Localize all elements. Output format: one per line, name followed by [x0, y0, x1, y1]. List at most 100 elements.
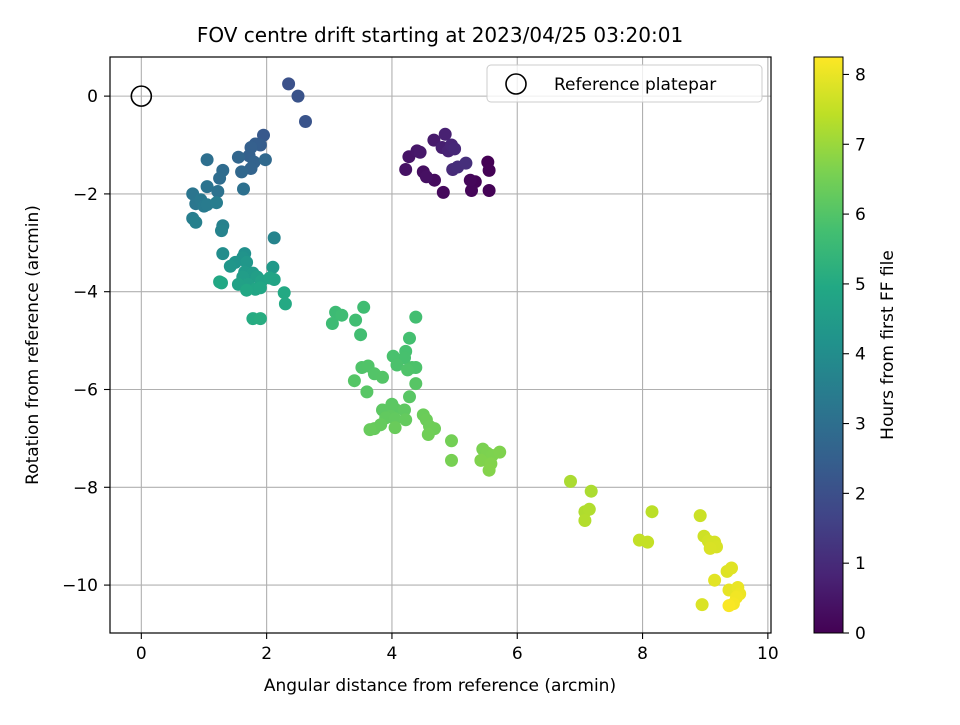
data-point [267, 273, 281, 286]
colorbar-ticks: 0 1 2 3 4 5 6 7 8 [843, 65, 866, 644]
data-point [363, 423, 377, 437]
data-point [459, 156, 473, 170]
data-point [223, 259, 237, 273]
data-point [390, 358, 404, 372]
data-point [278, 297, 292, 311]
data-point [388, 421, 402, 435]
plot-frame [109, 56, 772, 634]
data-point [465, 184, 478, 197]
colorbar-tick-label: 2 [855, 484, 866, 504]
colorbar: 0 1 2 3 4 5 6 7 8 Hours from first FF file [813, 56, 898, 644]
x-tick-label: 2 [261, 644, 272, 664]
x-tick-label: 0 [136, 644, 147, 664]
x-axis-label: Angular distance from reference (arcmin) [264, 676, 616, 696]
data-point [282, 77, 296, 91]
colorbar-label: Hours from first FF file [878, 250, 898, 440]
x-tick-label: 4 [387, 644, 398, 664]
chart-title: FOV centre drift starting at 2023/04/25 … [197, 23, 683, 47]
colorbar-tick-label: 4 [855, 345, 866, 365]
colorbar-tick-label: 6 [855, 205, 866, 225]
colorbar-gradient [813, 56, 844, 634]
data-point [403, 390, 416, 404]
data-point [409, 377, 423, 391]
data-point [299, 115, 312, 128]
data-point [482, 163, 496, 177]
data-point [703, 541, 717, 555]
data-point [582, 502, 596, 516]
data-point [409, 310, 423, 324]
data-point [240, 255, 254, 269]
data-point [564, 474, 577, 488]
data-point [403, 331, 416, 345]
x-axis-ticks: 0 2 4 6 8 10 [136, 633, 779, 664]
colorbar-tick-label: 5 [855, 275, 866, 295]
data-point [258, 153, 272, 167]
y-tick-label: −10 [62, 576, 98, 596]
data-points [186, 77, 747, 613]
data-point [445, 434, 458, 448]
colorbar-tick-label: 1 [855, 554, 866, 574]
data-point [413, 145, 427, 159]
data-point [421, 428, 435, 441]
y-tick-label: −8 [73, 478, 98, 498]
colorbar-tick-label: 7 [855, 135, 866, 155]
data-point [215, 224, 228, 238]
legend-entry-reference-platepar: Reference platepar [554, 75, 716, 95]
data-point [253, 312, 267, 326]
data-point [231, 150, 245, 164]
data-point [493, 445, 507, 459]
data-point [482, 463, 496, 477]
data-point [399, 163, 413, 176]
data-point [641, 535, 655, 549]
data-point [237, 182, 250, 196]
data-point [419, 170, 433, 184]
data-point [695, 598, 709, 612]
data-point [257, 128, 270, 142]
data-point [436, 185, 450, 199]
data-point [357, 300, 371, 314]
colorbar-tick-label: 0 [855, 624, 866, 644]
y-tick-label: −2 [73, 185, 98, 205]
data-point [213, 171, 227, 185]
data-point [235, 165, 249, 179]
y-tick-label: −6 [73, 380, 98, 400]
data-point [401, 363, 415, 377]
colorbar-tick-label: 8 [855, 65, 866, 85]
data-point [253, 281, 267, 295]
data-point [189, 215, 203, 229]
data-point [291, 89, 305, 103]
data-point [200, 180, 214, 194]
y-axis-ticks: 0 −2 −4 −6 −8 −10 [62, 87, 110, 596]
x-tick-label: 10 [757, 644, 779, 664]
data-point [200, 153, 214, 167]
colorbar-tick-label: 3 [855, 415, 866, 435]
data-point [215, 276, 228, 290]
data-point [240, 283, 254, 297]
data-point [584, 484, 598, 498]
data-point [277, 286, 291, 300]
legend-box [486, 64, 763, 103]
data-point [267, 231, 281, 245]
x-tick-label: 6 [512, 644, 523, 664]
x-tick-label: 8 [637, 644, 648, 664]
data-point [445, 453, 458, 467]
data-point [482, 184, 496, 197]
data-point [398, 403, 411, 417]
data-point [216, 247, 230, 261]
data-point [354, 328, 368, 342]
data-point [463, 173, 477, 187]
data-point [347, 374, 361, 388]
data-point [210, 196, 223, 210]
data-point [578, 514, 592, 527]
data-point [448, 142, 462, 156]
reference-platepar-marker [130, 85, 153, 107]
y-tick-label: −4 [73, 283, 98, 303]
data-point [474, 453, 488, 467]
data-point [399, 413, 413, 427]
data-point [722, 599, 736, 613]
y-tick-label: 0 [87, 87, 98, 107]
grid-lines [110, 57, 771, 633]
legend-marker [505, 73, 527, 95]
data-point [438, 127, 452, 141]
